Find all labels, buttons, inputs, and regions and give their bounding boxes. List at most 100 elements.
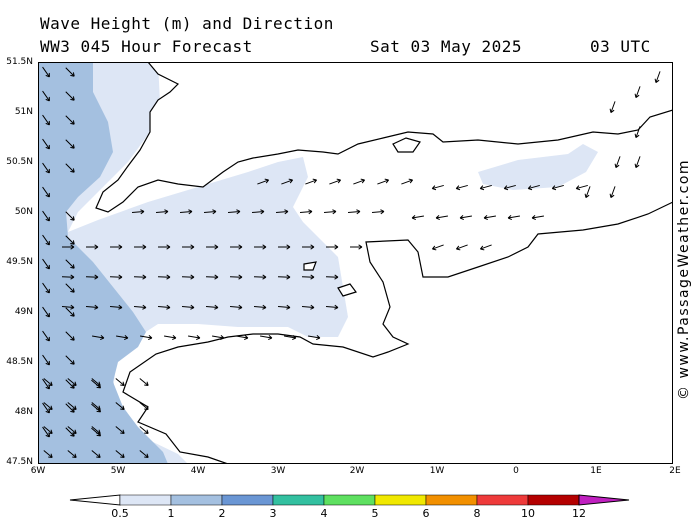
lat-label: 49N bbox=[14, 307, 33, 317]
wave-direction-arrow bbox=[329, 178, 342, 185]
wave-direction-arrow bbox=[92, 334, 105, 341]
color-legend bbox=[69, 494, 630, 506]
lon-label: 6W bbox=[30, 466, 46, 476]
wave-direction-arrow bbox=[227, 209, 241, 215]
lon-label: 0 bbox=[513, 466, 519, 476]
credit-text: © www.PassageWeather.com bbox=[676, 158, 692, 400]
wave-direction-arrow bbox=[323, 209, 337, 215]
legend-cell bbox=[170, 494, 223, 506]
wave-direction-arrow bbox=[551, 184, 564, 191]
wave-direction-arrow bbox=[65, 331, 75, 341]
wave-direction-arrow bbox=[325, 304, 339, 310]
wave-direction-arrow bbox=[281, 178, 294, 185]
wave-direction-arrow bbox=[133, 274, 147, 280]
wave-direction-arrow bbox=[431, 184, 444, 191]
wave-direction-arrow bbox=[614, 156, 621, 169]
wave-direction-arrow bbox=[134, 244, 147, 250]
lat-label: 50N bbox=[14, 207, 33, 217]
legend-label: 8 bbox=[473, 507, 481, 520]
wave-direction-arrow bbox=[116, 334, 129, 341]
model-label: WW3 045 Hour Forecast bbox=[40, 37, 253, 56]
legend-cell bbox=[221, 494, 274, 506]
wave-direction-arrow bbox=[411, 214, 424, 221]
wave-direction-arrow bbox=[43, 426, 53, 435]
wave-direction-arrow bbox=[179, 209, 193, 215]
wave-direction-arrow bbox=[42, 354, 50, 366]
legend-high-triangle bbox=[578, 494, 630, 506]
wave-direction-arrow bbox=[61, 274, 75, 280]
island-jersey bbox=[337, 283, 357, 297]
wave-map bbox=[38, 62, 673, 464]
wave-direction-arrow bbox=[253, 304, 267, 310]
wave-direction-arrow bbox=[483, 214, 496, 221]
wave-direction-arrow bbox=[115, 402, 125, 411]
wave-direction-arrow bbox=[205, 274, 219, 280]
wave-direction-arrow bbox=[353, 178, 366, 185]
wave-direction-arrow bbox=[301, 274, 315, 280]
legend-cell bbox=[527, 494, 580, 506]
wave-direction-arrow bbox=[230, 244, 243, 250]
wave-direction-arrow bbox=[455, 184, 468, 191]
wave-direction-arrow bbox=[302, 244, 315, 250]
wave-direction-arrow bbox=[347, 209, 361, 215]
wave-direction-arrow bbox=[133, 304, 147, 310]
wave-direction-arrow bbox=[305, 178, 318, 185]
wave-direction-arrow bbox=[584, 186, 591, 199]
wave-direction-arrow bbox=[115, 426, 125, 435]
wave-direction-arrow bbox=[325, 274, 339, 280]
wave-direction-arrow bbox=[253, 274, 267, 280]
wave-direction-arrow bbox=[275, 209, 289, 215]
wave-direction-arrow bbox=[42, 186, 50, 198]
wave-direction-arrow bbox=[91, 426, 101, 435]
lon-label: 1E bbox=[590, 466, 602, 476]
legend-cell bbox=[374, 494, 427, 506]
wave-direction-arrow bbox=[110, 244, 123, 250]
wave-direction-arrow bbox=[65, 139, 75, 149]
wave-direction-arrow bbox=[308, 334, 321, 341]
legend-label: 2 bbox=[218, 507, 226, 520]
forecast-time: 03 UTC bbox=[590, 37, 651, 56]
wave-direction-arrow bbox=[65, 211, 75, 221]
wave-arrows bbox=[42, 66, 661, 459]
wave-direction-arrow bbox=[115, 378, 125, 387]
wave-direction-arrow bbox=[139, 450, 149, 459]
lon-label: 5W bbox=[110, 466, 126, 476]
wave-direction-arrow bbox=[62, 244, 75, 250]
wave-direction-arrow bbox=[42, 258, 50, 270]
wave-direction-arrow bbox=[634, 86, 641, 99]
wave-direction-arrow bbox=[65, 307, 75, 317]
wave-direction-arrow bbox=[91, 450, 101, 459]
island-wight bbox=[392, 137, 421, 153]
lat-label: 49.5N bbox=[6, 257, 33, 267]
wave-direction-arrow bbox=[42, 330, 50, 342]
wave-direction-arrow bbox=[182, 244, 195, 250]
wave-direction-arrow bbox=[91, 402, 101, 411]
wave-direction-arrow bbox=[139, 402, 149, 411]
legend-label: 12 bbox=[572, 507, 586, 520]
wave-direction-arrow bbox=[67, 426, 77, 435]
wave-direction-arrow bbox=[115, 450, 125, 459]
wave-direction-arrow bbox=[284, 334, 297, 341]
wave-direction-arrow bbox=[301, 304, 315, 310]
lat-label: 50.5N bbox=[6, 157, 33, 167]
legend-cell bbox=[119, 494, 172, 506]
lon-label: 2W bbox=[349, 466, 365, 476]
wave-direction-arrow bbox=[531, 214, 544, 221]
wave-direction-arrow bbox=[42, 138, 50, 150]
wave-direction-arrow bbox=[634, 156, 641, 169]
wave-direction-arrow bbox=[507, 214, 520, 221]
map-title: Wave Height (m) and Direction bbox=[40, 14, 334, 33]
wave-direction-arrow bbox=[236, 334, 249, 341]
wave-direction-arrow bbox=[65, 91, 75, 101]
wave-direction-arrow bbox=[435, 214, 448, 221]
wave-direction-arrow bbox=[42, 66, 50, 78]
wave-direction-arrow bbox=[609, 186, 616, 199]
wave-direction-arrow bbox=[67, 402, 77, 411]
wave-direction-arrow bbox=[188, 334, 201, 341]
lat-label: 51N bbox=[14, 107, 33, 117]
wave-direction-arrow bbox=[455, 244, 468, 251]
wave-direction-arrow bbox=[277, 274, 291, 280]
wave-direction-arrow bbox=[205, 304, 219, 310]
wave-direction-arrow bbox=[42, 234, 50, 246]
wave-direction-arrow bbox=[181, 304, 195, 310]
